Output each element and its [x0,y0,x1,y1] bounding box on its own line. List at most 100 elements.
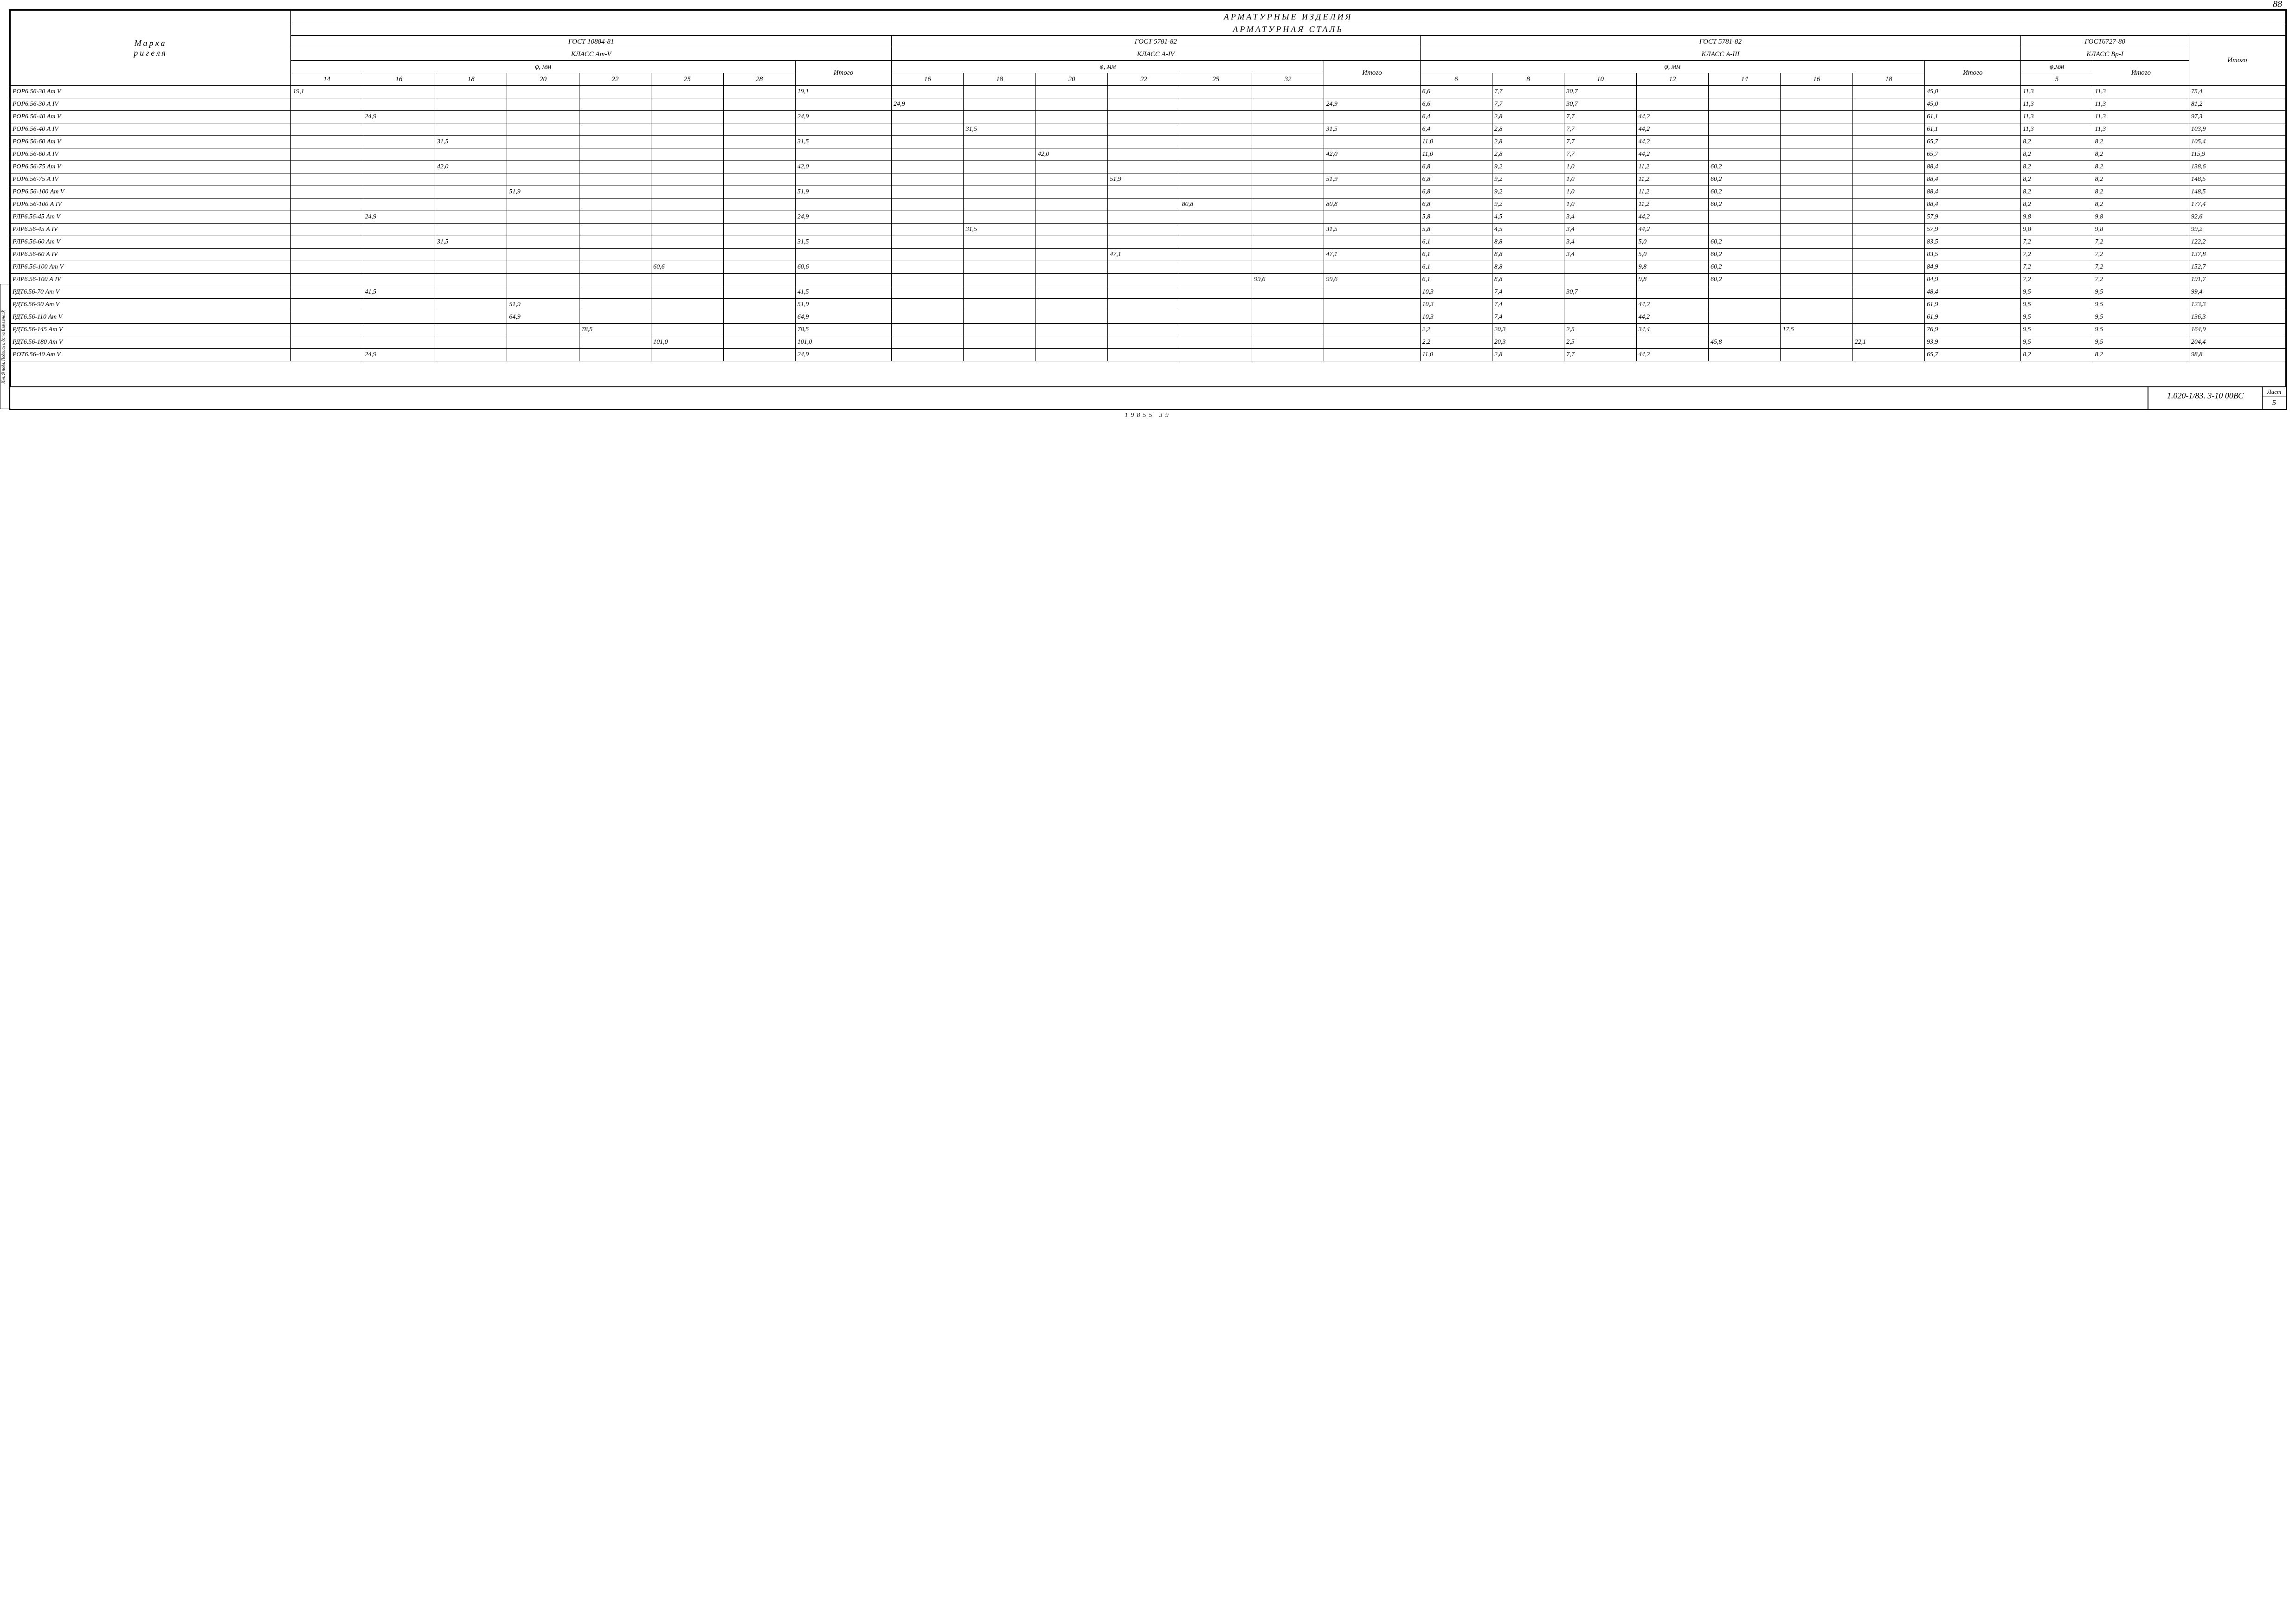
cell [1108,311,1180,324]
cell [892,123,964,136]
cell [1108,224,1180,236]
cell [651,224,723,236]
cell [723,161,795,173]
cell [892,249,964,261]
table-row: РДТ6.56-90 Ат V51,951,910,37,444,261,99,… [11,299,2286,311]
cell: 88,4 [1925,199,2021,211]
cell [1709,111,1781,123]
cell [1108,98,1180,111]
cell [435,173,507,186]
cell: 51,9 [507,186,579,199]
cell [964,161,1035,173]
cell [507,123,579,136]
cell: 1,0 [1564,161,1636,173]
cell [892,211,964,224]
cell: 57,9 [1925,224,2021,236]
cell: 10,3 [1420,299,1492,311]
cell [579,211,651,224]
cell: 7,2 [2021,236,2093,249]
phi-4: φ,мм [2021,61,2093,73]
cell: РОР6.56-100 Ат V [11,186,291,199]
cell [507,324,579,336]
cell [291,286,363,299]
cell [435,211,507,224]
cell [363,173,435,186]
cell: 3,4 [1564,224,1636,236]
cell: 64,9 [795,311,891,324]
cell [795,98,891,111]
cell [1180,173,1252,186]
col-header: 8 [1492,73,1564,86]
cell [1108,299,1180,311]
cell [1324,211,1420,224]
col-header: 18 [1852,73,1924,86]
cell [651,111,723,123]
cell [1709,136,1781,148]
cell [723,136,795,148]
cell [1252,236,1324,249]
cell [291,148,363,161]
cell [291,123,363,136]
cell [579,136,651,148]
cell [579,123,651,136]
cell [892,186,964,199]
cell [1324,86,1420,98]
cell [1852,286,1924,299]
cell [723,211,795,224]
cell: 88,4 [1925,173,2021,186]
cell [1324,236,1420,249]
drawing-sheet: 88 Инв.№подл. Подпись и дата Взам.инв.№ … [9,9,2287,410]
cell [1324,261,1420,274]
cell [579,111,651,123]
cell [1852,211,1924,224]
cell [1636,336,1708,349]
cell [1252,136,1324,148]
cell [1035,86,1107,98]
cell [1108,186,1180,199]
cell [435,249,507,261]
cell [723,286,795,299]
cell: 8,8 [1492,261,1564,274]
itogo-4: Итого [2093,61,2189,86]
cell [723,186,795,199]
list-box: Лист 5 [2263,387,2286,409]
cell: 3,4 [1564,249,1636,261]
cell [964,236,1035,249]
cell [291,111,363,123]
cell: 7,2 [2093,249,2189,261]
col-header: 16 [1781,73,1852,86]
cell: 7,7 [1564,136,1636,148]
cell [1709,86,1781,98]
cell [579,261,651,274]
cell [964,249,1035,261]
cell: 31,5 [1324,224,1420,236]
cell [1108,324,1180,336]
cell [1852,161,1924,173]
cell: 6,6 [1420,98,1492,111]
cell: 60,6 [651,261,723,274]
cell [892,86,964,98]
cell [723,336,795,349]
col-header: 25 [651,73,723,86]
cell [723,261,795,274]
klass-2: КЛАСС А-IV [892,48,1420,61]
cell: 8,2 [2021,349,2093,361]
table-row: РЛР6.56-100 А IV99,699,66,18,89,860,284,… [11,274,2286,286]
cell [507,236,579,249]
cell [795,224,891,236]
cell [1636,86,1708,98]
cell [507,161,579,173]
cell: 11,3 [2021,86,2093,98]
cell [1108,199,1180,211]
cell: 7,2 [2093,274,2189,286]
spacer [11,361,2286,387]
table-row: РОР6.56-100 А IV80,880,86,89,21,011,260,… [11,199,2286,211]
cell [1324,136,1420,148]
cell [1252,161,1324,173]
cell: 5,8 [1420,211,1492,224]
cell: 8,8 [1492,274,1564,286]
cell [1035,199,1107,211]
cell: 204,4 [2189,336,2285,349]
cell [291,236,363,249]
cell [1852,236,1924,249]
